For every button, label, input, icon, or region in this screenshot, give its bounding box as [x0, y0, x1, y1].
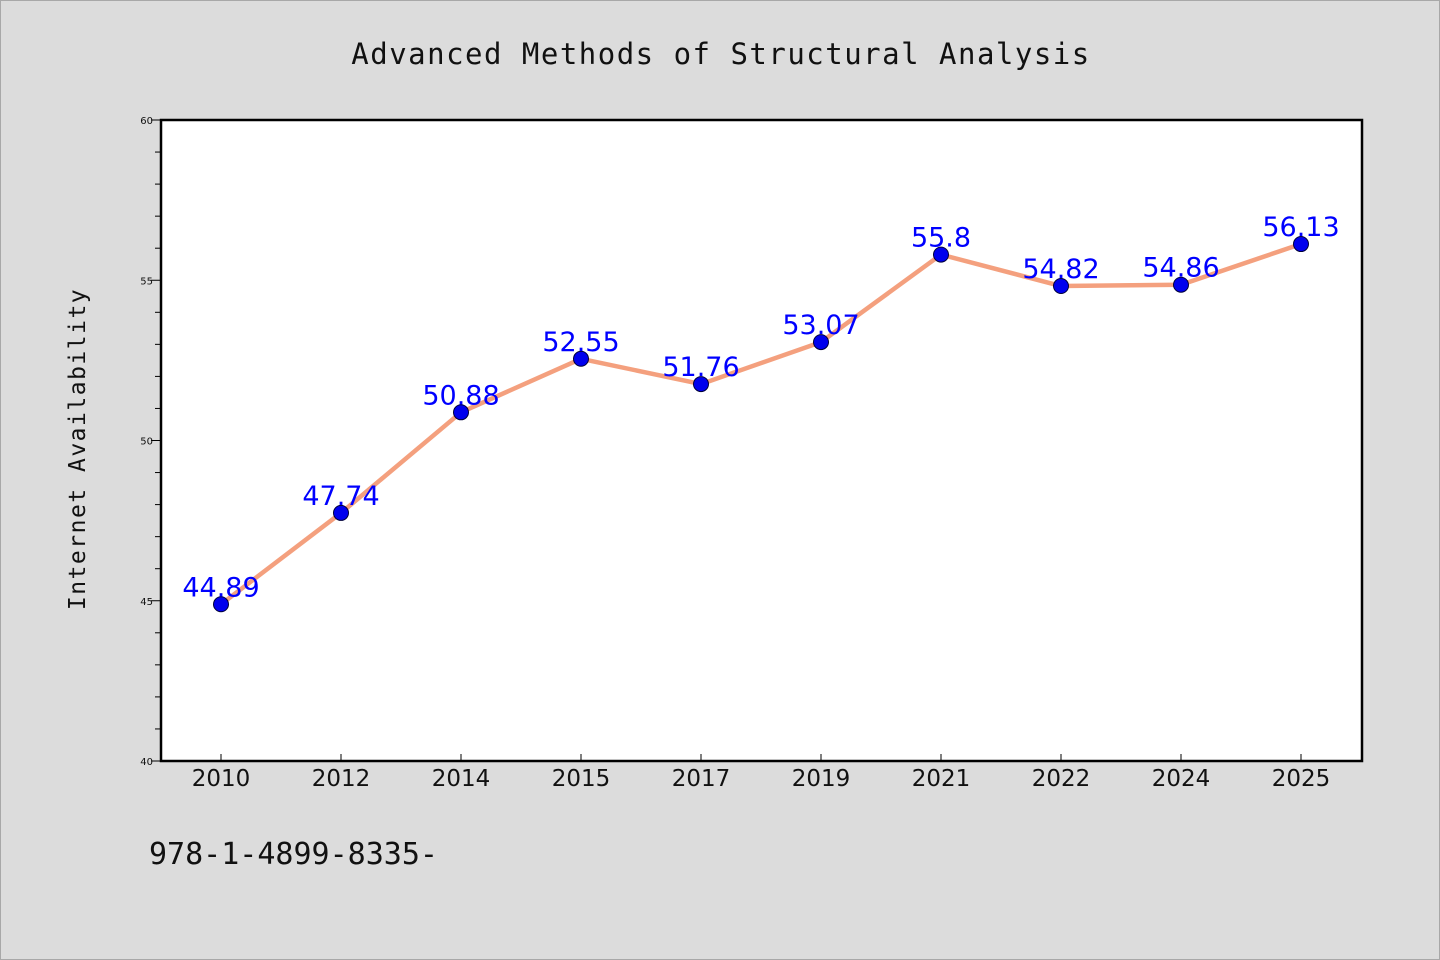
x-tick-label: 2024	[1152, 766, 1211, 792]
data-point	[813, 334, 829, 351]
data-label: 56.13	[1262, 212, 1339, 243]
y-tick-label: 50	[140, 437, 153, 448]
data-point	[213, 596, 229, 613]
y-tick-label: 45	[140, 597, 153, 608]
data-label: 44.89	[182, 572, 259, 603]
data-label: 53.07	[782, 310, 859, 341]
plot-area	[159, 118, 1364, 763]
data-point	[1173, 276, 1189, 293]
series-layer: 44.89 47.74 50.88 52.55 51.76 53.07 55.8 54.82 5…	[182, 212, 1340, 613]
x-tick-label: 2012	[312, 766, 371, 792]
x-tick-label: 2010	[192, 766, 251, 792]
data-point	[453, 404, 469, 421]
y-axis: 40 45 50 55 60	[140, 116, 161, 768]
y-tick-label: 40	[140, 757, 153, 768]
x-tick-label: 2015	[552, 766, 611, 792]
data-label: 52.55	[542, 327, 619, 358]
x-tick-label: 2014	[432, 766, 491, 792]
data-label: 51.76	[662, 352, 739, 383]
x-tick-label: 2017	[672, 766, 731, 792]
data-label: 54.82	[1022, 254, 1099, 285]
data-point	[693, 376, 709, 393]
data-point	[933, 246, 949, 263]
y-tick-label: 55	[140, 276, 153, 287]
data-point	[1053, 278, 1069, 295]
x-tick-label: 2025	[1272, 766, 1331, 792]
data-point	[573, 350, 589, 367]
data-label: 50.88	[422, 380, 499, 411]
footer-text: 978-1-4899-8335-	[149, 837, 438, 872]
y-tick-label: 60	[140, 116, 153, 127]
data-point	[333, 504, 349, 521]
x-tick-label: 2021	[912, 766, 971, 792]
data-point	[1293, 236, 1309, 253]
x-tick-label: 2022	[1032, 766, 1091, 792]
chart-title: Advanced Methods of Structural Analysis	[351, 37, 1090, 71]
data-label: 55.8	[911, 223, 971, 254]
x-tick-label: 2019	[792, 766, 851, 792]
data-label: 47.74	[302, 481, 379, 512]
y-axis-label: Internet Availability	[65, 288, 91, 610]
series-line	[218, 241, 1304, 607]
x-axis: 2010 2012 2014 2015 2017 2019 2021 2022 2024 2025	[192, 754, 1331, 792]
data-label: 54.86	[1142, 253, 1219, 284]
